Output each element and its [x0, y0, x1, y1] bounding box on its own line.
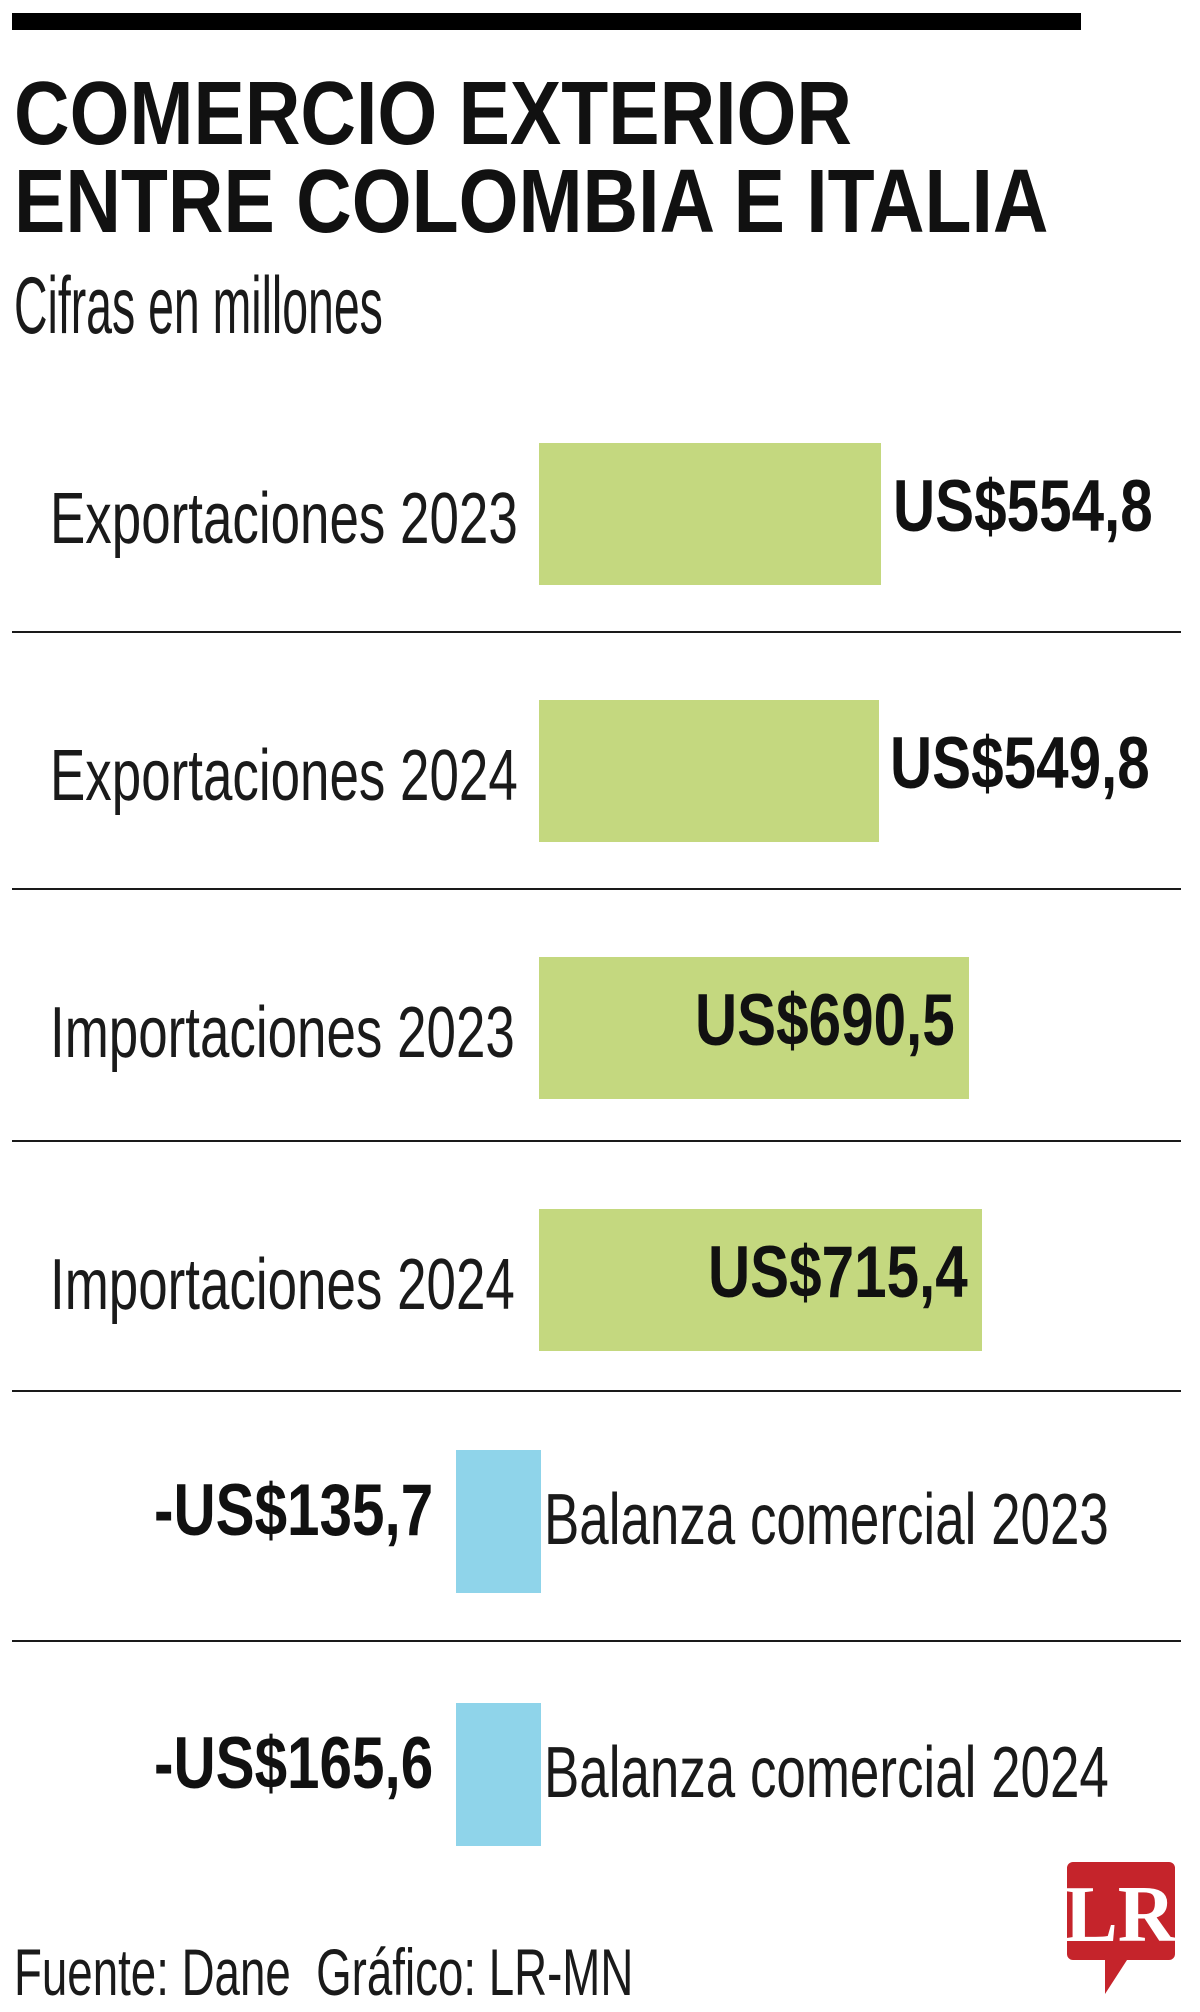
svg-text:LR: LR — [1067, 1871, 1175, 1959]
